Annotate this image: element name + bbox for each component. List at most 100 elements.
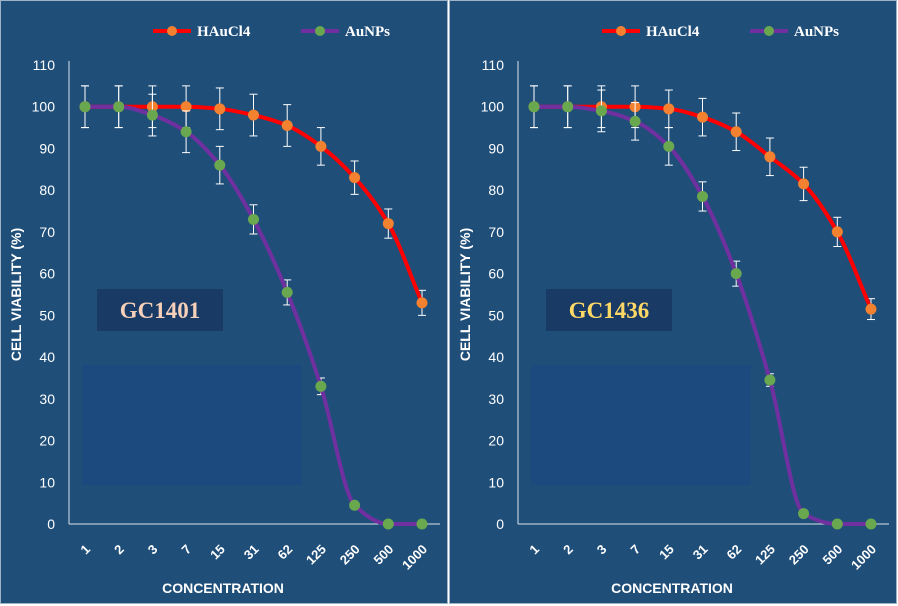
x-tick-label: 125 [303, 542, 329, 568]
data-point-aunps [349, 499, 361, 511]
y-tick-label: 60 [488, 266, 504, 282]
data-point-haucl4 [865, 303, 877, 315]
y-tick-label: 30 [488, 391, 504, 407]
data-point-aunps [764, 374, 776, 386]
x-tick-label: 3 [594, 542, 610, 558]
data-point-aunps [214, 159, 226, 171]
chart-gc1401: 0 10 20 30 40 50 60 70 80 90 100 110 CELL VIABILITY … [8, 24, 440, 596]
y-tick-label: 110 [482, 57, 505, 73]
data-point-haucl4 [663, 103, 675, 115]
y-tick-label: 0 [47, 516, 55, 532]
data-point-aunps [528, 101, 540, 113]
x-tick-label: 15 [656, 542, 677, 563]
x-tick-label: 1 [526, 542, 542, 558]
data-point-aunps [248, 213, 259, 225]
y-tick-label: 80 [488, 182, 504, 198]
legend-label: HAuCl4 [646, 24, 700, 40]
x-tick-label: 2 [111, 542, 127, 558]
x-tick-label: 2 [560, 542, 576, 558]
x-tick-label: 3 [145, 542, 161, 558]
data-point-aunps [798, 508, 810, 520]
x-axis-label: CONCENTRATION [611, 580, 733, 596]
y-axis-label: CELL VIABILITY (%) [8, 228, 24, 361]
x-tick-label: 125 [752, 542, 778, 568]
y-tick-label: 10 [39, 474, 55, 490]
legend-marker [167, 26, 177, 36]
x-tick-label: 31 [241, 542, 262, 563]
data-point-haucl4 [730, 126, 742, 138]
x-tick-label: 1000 [848, 542, 879, 573]
data-point-aunps [697, 190, 708, 202]
legend-label: AuNPs [345, 24, 390, 40]
y-tick-label: 80 [39, 182, 55, 198]
y-tick-label: 90 [488, 140, 504, 156]
y-tick-label: 40 [39, 349, 55, 365]
y-tick-label: 70 [488, 224, 504, 240]
data-point-haucl4 [180, 101, 192, 113]
x-tick-label: 500 [370, 542, 396, 568]
data-point-aunps [281, 286, 293, 298]
y-tick-label: 90 [39, 140, 55, 156]
x-tick-label: 7 [627, 542, 643, 558]
data-point-haucl4 [281, 120, 293, 132]
chart-panel-gc1436: 0 10 20 30 40 50 60 70 80 90 100 110 CELL VIABILITY … [449, 0, 897, 604]
overlay-box [82, 365, 302, 485]
cell-line-badge [546, 289, 672, 331]
data-point-aunps [730, 268, 742, 280]
legend-marker [616, 26, 626, 36]
data-point-haucl4 [416, 297, 428, 309]
chart-gc1436: 0 10 20 30 40 50 60 70 80 90 100 110 CELL VIABILITY … [457, 24, 889, 596]
data-point-haucl4 [349, 172, 361, 184]
data-point-aunps [562, 101, 574, 113]
x-tick-label: 62 [274, 542, 295, 563]
data-point-aunps [79, 101, 91, 113]
data-point-aunps [180, 126, 192, 138]
x-tick-label: 250 [337, 542, 363, 568]
data-point-aunps [831, 518, 843, 530]
data-point-haucl4 [831, 226, 843, 238]
y-tick-label: 40 [488, 349, 504, 365]
y-axis-label: CELL VIABILITY (%) [457, 228, 473, 361]
data-point-aunps [382, 518, 394, 530]
data-point-aunps [315, 380, 327, 392]
data-point-aunps [629, 115, 641, 127]
x-tick-label: 31 [690, 542, 711, 563]
y-tick-label: 50 [39, 307, 55, 323]
data-point-haucl4 [697, 111, 708, 123]
x-tick-label: 62 [723, 542, 744, 563]
data-point-aunps [663, 140, 675, 152]
x-tick-label: 15 [207, 542, 228, 563]
x-tick-label: 1 [77, 542, 93, 558]
y-tick-label: 50 [488, 307, 504, 323]
cell-line-label: GC1436 [569, 298, 650, 323]
data-point-aunps [113, 101, 125, 113]
y-tick-label: 30 [39, 391, 55, 407]
y-tick-label: 60 [39, 266, 55, 282]
x-tick-label: 7 [178, 542, 194, 558]
cell-line-badge [97, 289, 223, 331]
cell-line-label: GC1401 [120, 298, 201, 323]
x-tick-label: 1000 [399, 542, 430, 573]
y-tick-label: 100 [481, 99, 505, 115]
data-point-aunps [865, 518, 877, 530]
data-point-haucl4 [764, 151, 776, 163]
data-point-aunps [416, 518, 428, 530]
data-point-haucl4 [248, 109, 259, 121]
data-point-haucl4 [382, 218, 394, 230]
x-axis-label: CONCENTRATION [162, 580, 284, 596]
legend-label: HAuCl4 [197, 24, 251, 40]
chart-panel-gc1401: 0 10 20 30 40 50 60 70 80 90 100 110 CELL VIABILITY … [0, 0, 448, 604]
y-tick-label: 20 [488, 433, 504, 449]
legend-marker [315, 26, 325, 36]
y-tick-label: 20 [39, 433, 55, 449]
x-tick-label: 500 [819, 542, 845, 568]
data-point-aunps [146, 109, 158, 121]
data-point-haucl4 [798, 178, 810, 190]
legend-marker [764, 26, 774, 36]
legend-label: AuNPs [794, 24, 839, 40]
x-tick-label: 250 [786, 542, 812, 568]
y-tick-label: 10 [488, 474, 504, 490]
data-point-haucl4 [315, 140, 327, 152]
y-tick-label: 0 [496, 516, 504, 532]
data-point-haucl4 [214, 103, 226, 115]
